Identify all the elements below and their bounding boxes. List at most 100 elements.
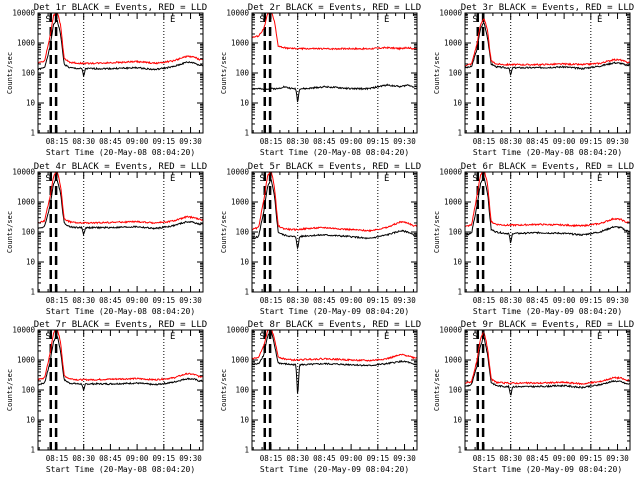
- x-tick-label: 08:30: [286, 454, 309, 463]
- x-tick-label: 08:30: [72, 454, 95, 463]
- x-tick-label: 09:15: [580, 137, 603, 146]
- series-events-line: [465, 336, 630, 396]
- y-tick-label: 10000: [439, 168, 462, 177]
- x-tick-label: 09:30: [606, 454, 629, 463]
- y-tick-label: 1000: [231, 356, 250, 365]
- marker-e: E: [170, 332, 175, 342]
- series-lld-line: [252, 172, 417, 233]
- x-tick-label: 09:30: [179, 137, 202, 146]
- x-axis-label: Start Time (20-May-09 08:04:20): [260, 307, 409, 316]
- x-tick-label: 08:30: [499, 454, 522, 463]
- plot-frame: [464, 171, 631, 293]
- x-tick-label: 09:30: [606, 137, 629, 146]
- x-tick-label: 09:15: [367, 137, 390, 146]
- x-tick-label: 09:15: [153, 296, 176, 305]
- x-tick-label: 08:30: [286, 296, 309, 305]
- panel-title: Det 7r BLACK = Events, RED = LLD: [34, 320, 207, 330]
- x-tick-label: 09:15: [580, 296, 603, 305]
- panel-title: Det 9r BLACK = Events, RED = LLD: [461, 320, 634, 330]
- x-tick-label: 09:00: [126, 296, 149, 305]
- x-tick-label: 09:30: [179, 296, 202, 305]
- marker-e: E: [597, 15, 602, 25]
- y-tick-label: 100: [21, 228, 35, 237]
- y-tick-label: 10: [453, 258, 463, 267]
- y-tick-label: 1: [457, 446, 462, 455]
- y-tick-label: 10: [240, 416, 250, 425]
- y-axis-label: Counts/sec: [6, 369, 14, 411]
- y-tick-label: 1000: [444, 198, 463, 207]
- series-lld-line: [252, 330, 417, 362]
- x-tick-label: 09:00: [553, 296, 576, 305]
- y-tick-label: 1000: [231, 198, 250, 207]
- x-tick-label: 08:15: [260, 296, 283, 305]
- x-tick-label: 08:15: [46, 137, 69, 146]
- y-tick-label: 100: [235, 69, 249, 78]
- x-tick-label: 08:30: [499, 296, 522, 305]
- y-tick-label: 10000: [226, 326, 249, 335]
- y-tick-label: 1: [30, 288, 35, 297]
- y-axis-label: Counts/sec: [433, 211, 441, 253]
- x-axis-label: Start Time (20-May-09 08:04:20): [260, 465, 409, 474]
- y-tick-label: 10: [26, 258, 36, 267]
- x-tick-label: 09:00: [340, 296, 363, 305]
- x-tick-label: 08:30: [286, 137, 309, 146]
- y-tick-label: 1000: [444, 39, 463, 48]
- series-events-line: [38, 19, 203, 78]
- marker-s: S: [45, 332, 50, 342]
- plot-frame: [251, 171, 418, 293]
- y-tick-label: 100: [448, 386, 462, 395]
- series-lld-line: [38, 13, 203, 65]
- x-tick-label: 09:15: [580, 454, 603, 463]
- y-tick-label: 10000: [226, 168, 249, 177]
- x-tick-label: 08:15: [46, 454, 69, 463]
- x-tick-label: 08:15: [46, 296, 69, 305]
- panel-det-7: Det 7r BLACK = Events, RED = LLD Start Ti…: [6, 320, 207, 474]
- x-tick-label: 09:15: [367, 454, 390, 463]
- marker-s: S: [472, 332, 477, 342]
- panel-det-1: Det 1r BLACK = Events, RED = LLD Start Ti…: [6, 3, 207, 157]
- x-tick-label: 08:30: [72, 137, 95, 146]
- x-axis-label: Start Time (20-May-09 08:04:20): [473, 307, 622, 316]
- panel-det-6: Det 6r BLACK = Events, RED = LLD Start Ti…: [433, 162, 634, 316]
- y-tick-label: 1: [457, 129, 462, 138]
- series-events-line: [252, 330, 417, 394]
- plot-frame: [464, 12, 631, 134]
- y-tick-label: 10: [26, 99, 36, 108]
- marker-e: E: [384, 15, 389, 25]
- x-tick-label: 08:45: [99, 296, 122, 305]
- y-tick-label: 1: [30, 129, 35, 138]
- x-tick-label: 08:15: [260, 454, 283, 463]
- y-axis-label: Counts/sec: [6, 211, 14, 253]
- x-tick-label: 09:15: [153, 454, 176, 463]
- marker-e: E: [384, 174, 389, 184]
- panel-title: Det 6r BLACK = Events, RED = LLD: [461, 162, 634, 172]
- x-axis-label: Start Time (20-May-08 08:04:20): [260, 148, 409, 157]
- x-tick-label: 09:00: [553, 454, 576, 463]
- series-events-line: [252, 177, 417, 251]
- x-tick-label: 08:15: [473, 296, 496, 305]
- series-lld-line: [465, 331, 630, 386]
- y-tick-label: 1: [457, 288, 462, 297]
- y-axis-label: Counts/sec: [433, 52, 441, 94]
- series-lld-line: [38, 330, 203, 382]
- y-tick-label: 10: [453, 99, 463, 108]
- panel-det-5: Det 5r BLACK = Events, RED = LLD Start Ti…: [220, 162, 421, 316]
- y-tick-label: 100: [448, 228, 462, 237]
- plot-frame: [37, 329, 204, 451]
- y-tick-label: 1000: [17, 39, 36, 48]
- y-tick-label: 100: [235, 386, 249, 395]
- series-events-line: [38, 177, 203, 237]
- x-tick-label: 08:45: [526, 137, 549, 146]
- marker-s: S: [472, 174, 477, 184]
- x-tick-label: 08:45: [313, 296, 336, 305]
- panel-det-2: Det 2r BLACK = Events, RED = LLD Start Ti…: [220, 3, 421, 157]
- y-tick-label: 10: [240, 99, 250, 108]
- marker-s: S: [259, 15, 264, 25]
- y-axis-label: Counts/sec: [220, 369, 228, 411]
- y-tick-label: 100: [21, 69, 35, 78]
- y-tick-label: 1: [30, 446, 35, 455]
- panel-det-4: Det 4r BLACK = Events, RED = LLD Start Ti…: [6, 162, 207, 316]
- panel-det-3: Det 3r BLACK = Events, RED = LLD Start Ti…: [433, 3, 634, 157]
- x-tick-label: 08:45: [313, 137, 336, 146]
- series-events-line: [465, 177, 630, 244]
